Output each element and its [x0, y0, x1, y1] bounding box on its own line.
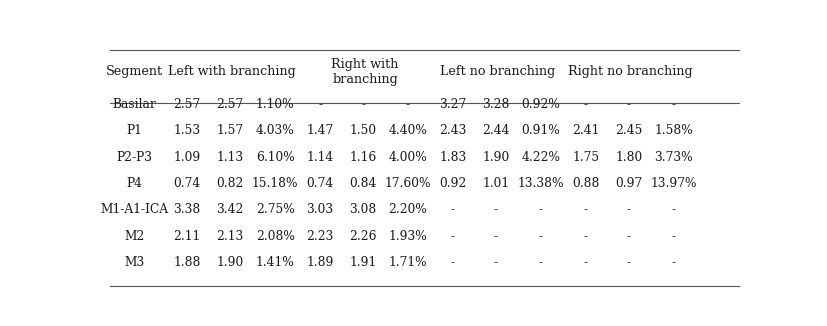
Text: 4.00%: 4.00%: [388, 151, 427, 164]
Text: Basilar: Basilar: [112, 98, 156, 111]
Text: 1.88: 1.88: [174, 256, 201, 269]
Text: 0.74: 0.74: [174, 177, 201, 190]
Text: Segment: Segment: [106, 65, 163, 78]
Text: 3.28: 3.28: [481, 98, 509, 111]
Text: P4: P4: [127, 177, 142, 190]
Text: 17.60%: 17.60%: [385, 177, 431, 190]
Text: 1.89: 1.89: [306, 256, 333, 269]
Text: -: -: [626, 98, 630, 111]
Text: 0.82: 0.82: [217, 177, 244, 190]
Text: P2-P3: P2-P3: [117, 151, 152, 164]
Text: 4.22%: 4.22%: [521, 151, 560, 164]
Text: 3.42: 3.42: [217, 203, 244, 216]
Text: M2: M2: [124, 230, 145, 243]
Text: 2.45: 2.45: [614, 124, 642, 137]
Text: 1.58%: 1.58%: [653, 124, 692, 137]
Text: 15.18%: 15.18%: [251, 177, 298, 190]
Text: 3.38: 3.38: [174, 203, 201, 216]
Text: 13.97%: 13.97%: [650, 177, 696, 190]
Text: Left with branching: Left with branching: [168, 65, 296, 78]
Text: -: -: [671, 203, 675, 216]
Text: 1.13: 1.13: [217, 151, 243, 164]
Text: -: -: [450, 230, 454, 243]
Text: 1.57: 1.57: [217, 124, 243, 137]
Text: 0.92%: 0.92%: [521, 98, 560, 111]
Text: 2.23: 2.23: [306, 230, 333, 243]
Text: -: -: [626, 230, 630, 243]
Text: 2.11: 2.11: [174, 230, 201, 243]
Text: -: -: [583, 256, 587, 269]
Text: -: -: [450, 203, 454, 216]
Text: Right with
branching: Right with branching: [331, 58, 398, 86]
Text: 1.71%: 1.71%: [388, 256, 427, 269]
Text: -: -: [626, 203, 630, 216]
Text: -: -: [671, 98, 675, 111]
Text: 0.92: 0.92: [438, 177, 466, 190]
Text: -: -: [583, 203, 587, 216]
Text: 1.14: 1.14: [306, 151, 333, 164]
Text: -: -: [493, 230, 497, 243]
Text: -: -: [318, 98, 322, 111]
Text: 6.10%: 6.10%: [256, 151, 294, 164]
Text: 1.10%: 1.10%: [256, 98, 294, 111]
Text: 2.57: 2.57: [217, 98, 244, 111]
Text: M1-A1-ICA: M1-A1-ICA: [100, 203, 169, 216]
Text: 1.01: 1.01: [482, 177, 509, 190]
Text: 2.26: 2.26: [349, 230, 376, 243]
Text: 1.47: 1.47: [306, 124, 333, 137]
Text: 2.08%: 2.08%: [256, 230, 294, 243]
Text: 1.80: 1.80: [614, 151, 642, 164]
Text: 4.40%: 4.40%: [388, 124, 427, 137]
Text: 2.57: 2.57: [174, 98, 201, 111]
Text: -: -: [626, 256, 630, 269]
Text: -: -: [361, 98, 365, 111]
Text: 2.41: 2.41: [571, 124, 599, 137]
Text: 3.27: 3.27: [439, 98, 466, 111]
Text: Left no branching: Left no branching: [440, 65, 555, 78]
Text: M3: M3: [124, 256, 145, 269]
Text: 1.75: 1.75: [571, 151, 599, 164]
Text: 1.90: 1.90: [217, 256, 244, 269]
Text: -: -: [583, 230, 587, 243]
Text: 13.38%: 13.38%: [517, 177, 563, 190]
Text: 1.93%: 1.93%: [388, 230, 427, 243]
Text: -: -: [493, 256, 497, 269]
Text: 1.53: 1.53: [174, 124, 201, 137]
Text: -: -: [493, 203, 497, 216]
Text: 3.73%: 3.73%: [653, 151, 692, 164]
Text: 2.13: 2.13: [217, 230, 244, 243]
Text: 1.09: 1.09: [174, 151, 201, 164]
Text: -: -: [538, 203, 543, 216]
Text: 1.91: 1.91: [349, 256, 376, 269]
Text: 2.75%: 2.75%: [256, 203, 294, 216]
Text: -: -: [538, 256, 543, 269]
Text: -: -: [405, 98, 409, 111]
Text: -: -: [538, 230, 543, 243]
Text: 0.74: 0.74: [306, 177, 333, 190]
Text: 0.97: 0.97: [614, 177, 642, 190]
Text: 1.83: 1.83: [439, 151, 466, 164]
Text: -: -: [583, 98, 587, 111]
Text: 0.84: 0.84: [349, 177, 376, 190]
Text: 3.03: 3.03: [306, 203, 333, 216]
Text: 1.90: 1.90: [481, 151, 509, 164]
Text: P1: P1: [127, 124, 142, 137]
Text: 1.41%: 1.41%: [256, 256, 294, 269]
Text: 2.20%: 2.20%: [388, 203, 427, 216]
Text: 1.50: 1.50: [349, 124, 376, 137]
Text: -: -: [671, 256, 675, 269]
Text: 2.43: 2.43: [438, 124, 466, 137]
Text: 0.91%: 0.91%: [521, 124, 560, 137]
Text: 0.88: 0.88: [571, 177, 599, 190]
Text: 2.44: 2.44: [481, 124, 509, 137]
Text: -: -: [450, 256, 454, 269]
Text: -: -: [671, 230, 675, 243]
Text: 3.08: 3.08: [349, 203, 376, 216]
Text: Right no branching: Right no branching: [567, 65, 692, 78]
Text: 1.16: 1.16: [349, 151, 376, 164]
Text: 4.03%: 4.03%: [256, 124, 294, 137]
